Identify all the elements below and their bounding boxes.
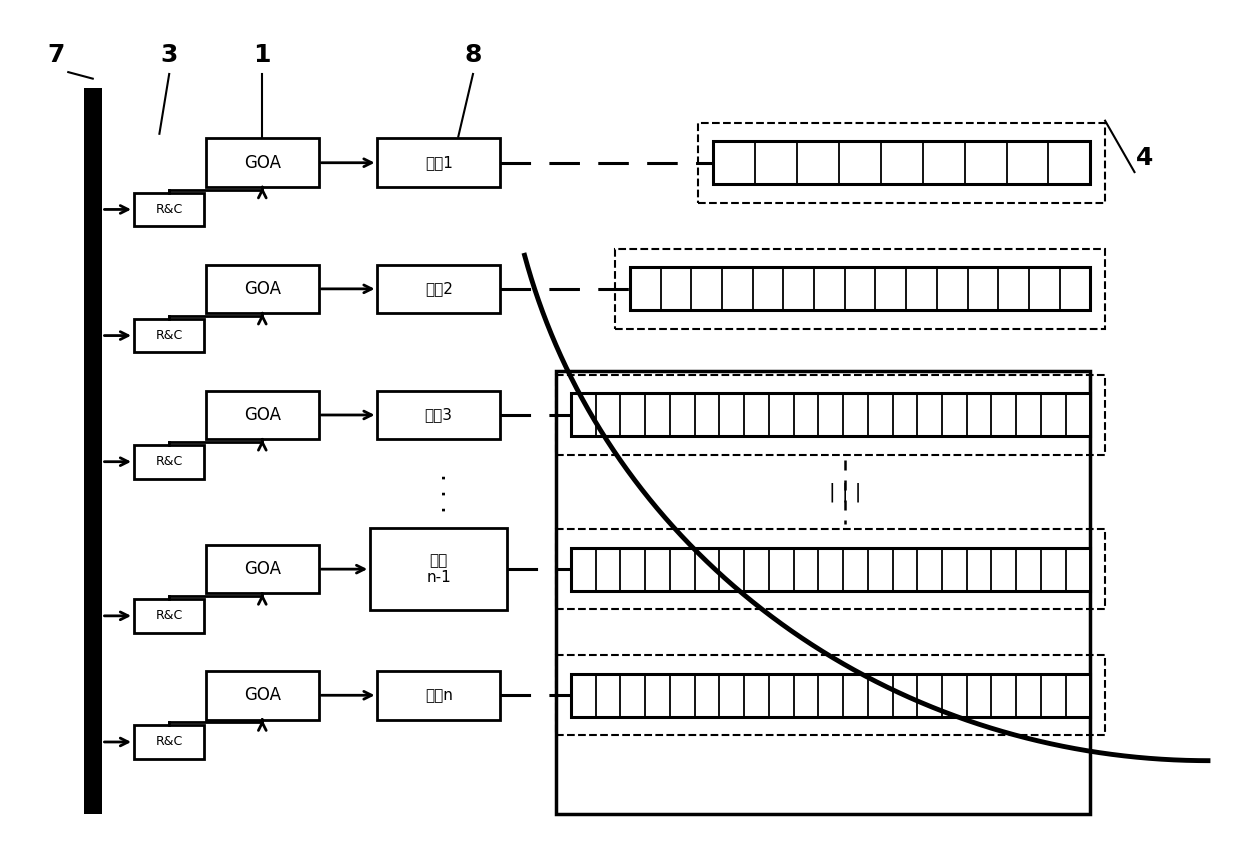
FancyBboxPatch shape (134, 445, 205, 479)
Text: 棳线3: 棳线3 (424, 408, 453, 422)
Text: 8: 8 (464, 43, 481, 67)
Text: 3: 3 (160, 43, 177, 67)
FancyBboxPatch shape (370, 528, 507, 610)
FancyBboxPatch shape (206, 545, 319, 594)
Text: GOA: GOA (244, 406, 280, 424)
FancyBboxPatch shape (377, 138, 500, 187)
FancyBboxPatch shape (570, 674, 1090, 716)
Text: 4: 4 (1136, 146, 1153, 170)
FancyBboxPatch shape (206, 671, 319, 720)
FancyBboxPatch shape (377, 390, 500, 439)
Text: GOA: GOA (244, 280, 280, 298)
FancyBboxPatch shape (377, 264, 500, 313)
Text: 棳线2: 棳线2 (425, 281, 453, 296)
Text: | | |: | | | (830, 483, 862, 502)
Text: 1: 1 (253, 43, 272, 67)
Text: GOA: GOA (244, 154, 280, 172)
Text: GOA: GOA (244, 560, 280, 578)
FancyBboxPatch shape (134, 725, 205, 758)
Text: R&C: R&C (155, 456, 182, 468)
Text: 棳线
n-1: 棳线 n-1 (427, 553, 451, 585)
FancyBboxPatch shape (377, 671, 500, 720)
FancyBboxPatch shape (206, 138, 319, 187)
Text: R&C: R&C (155, 609, 182, 622)
Text: 棳线1: 棳线1 (425, 155, 453, 170)
FancyBboxPatch shape (206, 264, 319, 313)
FancyBboxPatch shape (570, 394, 1090, 437)
FancyBboxPatch shape (630, 268, 1090, 311)
FancyBboxPatch shape (84, 88, 102, 814)
FancyBboxPatch shape (134, 319, 205, 353)
Text: R&C: R&C (155, 203, 182, 216)
Text: R&C: R&C (155, 735, 182, 748)
Text: . . .: . . . (427, 473, 450, 512)
Text: R&C: R&C (155, 329, 182, 342)
FancyBboxPatch shape (713, 142, 1090, 184)
Text: GOA: GOA (244, 686, 280, 704)
Text: 棳线n: 棳线n (425, 688, 453, 703)
Text: 7: 7 (48, 43, 66, 67)
FancyBboxPatch shape (134, 599, 205, 632)
FancyBboxPatch shape (570, 547, 1090, 590)
FancyBboxPatch shape (206, 390, 319, 439)
FancyBboxPatch shape (134, 193, 205, 227)
